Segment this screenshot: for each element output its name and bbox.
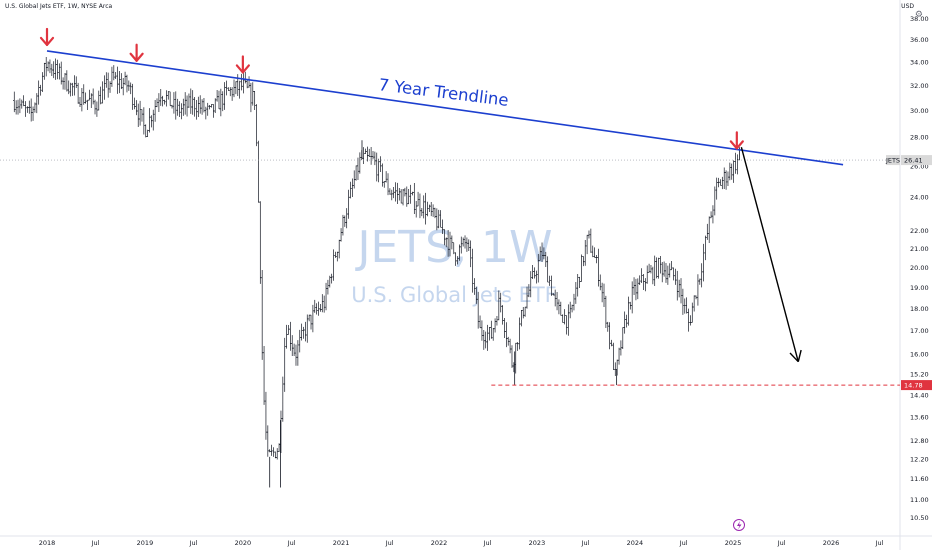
y-tick-label: 24.00 <box>910 193 929 201</box>
y-tick-label: 18.00 <box>910 305 929 313</box>
y-tick-label: 22.00 <box>910 227 929 235</box>
y-tick-label: 32.00 <box>910 82 929 90</box>
x-tick-label: 2026 <box>823 539 840 547</box>
x-tick-label: Jul <box>875 539 884 547</box>
y-tick-label: 30.00 <box>910 107 929 115</box>
x-tick-label: 2021 <box>333 539 350 547</box>
y-tick-label: 38.00 <box>910 15 929 23</box>
last-price-tag-label: 26.41 <box>904 156 923 164</box>
x-tick-label: Jul <box>581 539 590 547</box>
y-tick-label: 12.80 <box>910 437 929 445</box>
projection-arrow <box>740 147 799 362</box>
y-tick-label: 19.00 <box>910 284 929 292</box>
y-tick-label: 12.20 <box>910 456 929 464</box>
x-tick-label: 2025 <box>725 539 742 547</box>
watermark: JETS, 1W U.S. Global Jets ETF <box>351 222 557 307</box>
down-arrow-icon <box>729 131 744 150</box>
x-tick-label: Jul <box>483 539 492 547</box>
watermark-name: U.S. Global Jets ETF <box>351 283 557 307</box>
price-tags: JETS 26.41 14.78 <box>885 155 932 391</box>
trendline <box>46 50 844 166</box>
currency-label: USD <box>901 3 914 10</box>
x-tick-label: Jul <box>385 539 394 547</box>
x-tick-label: Jul <box>679 539 688 547</box>
x-tick-label: Jul <box>287 539 296 547</box>
y-tick-label: 11.60 <box>910 475 929 483</box>
y-tick-label: 15.20 <box>910 370 929 378</box>
x-tick-label: 2024 <box>627 539 644 547</box>
y-tick-label: 26.00 <box>910 162 929 170</box>
projection-arrow-head <box>789 352 799 363</box>
symbol-tag <box>886 155 900 166</box>
x-tick-label: 2022 <box>431 539 448 547</box>
y-tick-label: 13.60 <box>910 414 929 422</box>
last-price-tag <box>901 155 932 166</box>
trendline-label: 7 Year Trendline <box>378 75 510 110</box>
x-tick-label: Jul <box>91 539 100 547</box>
x-tick-label: Jul <box>189 539 198 547</box>
x-tick-label: 2019 <box>137 539 154 547</box>
chart-title: U.S. Global Jets ETF, 1W, NYSE Arca <box>5 3 113 10</box>
y-tick-label: 36.00 <box>910 36 929 44</box>
lightning-icon[interactable] <box>733 519 745 531</box>
down-arrow-icon <box>235 55 250 74</box>
y-tick-label: 14.40 <box>910 391 929 399</box>
y-tick-label: 21.00 <box>910 245 929 253</box>
y-tick-label: 10.50 <box>910 514 929 522</box>
y-tick-label: 16.00 <box>910 351 929 359</box>
ohlc-bars <box>13 57 740 488</box>
x-tick-label: 2020 <box>235 539 252 547</box>
down-arrow-icon <box>129 43 144 62</box>
y-tick-label: 11.00 <box>910 496 929 504</box>
x-tick-label: Jul <box>777 539 786 547</box>
x-tick-label: 2018 <box>39 539 56 547</box>
projection-arrow-head <box>797 349 802 362</box>
support-price-tag-label: 14.78 <box>904 381 923 389</box>
settings-gear-icon[interactable]: ⚙ <box>914 9 923 19</box>
y-tick-label: 34.00 <box>910 58 929 66</box>
x-tick-label: 2023 <box>529 539 546 547</box>
y-tick-label: 28.00 <box>910 134 929 142</box>
ohlc-bar-series <box>13 57 739 460</box>
support-price-tag <box>901 380 932 391</box>
y-tick-label: 17.00 <box>910 327 929 335</box>
y-tick-label: 20.00 <box>910 264 929 272</box>
down-arrow-icon <box>39 27 55 47</box>
overlays <box>0 27 900 386</box>
symbol-tag-label: JETS <box>885 156 900 164</box>
